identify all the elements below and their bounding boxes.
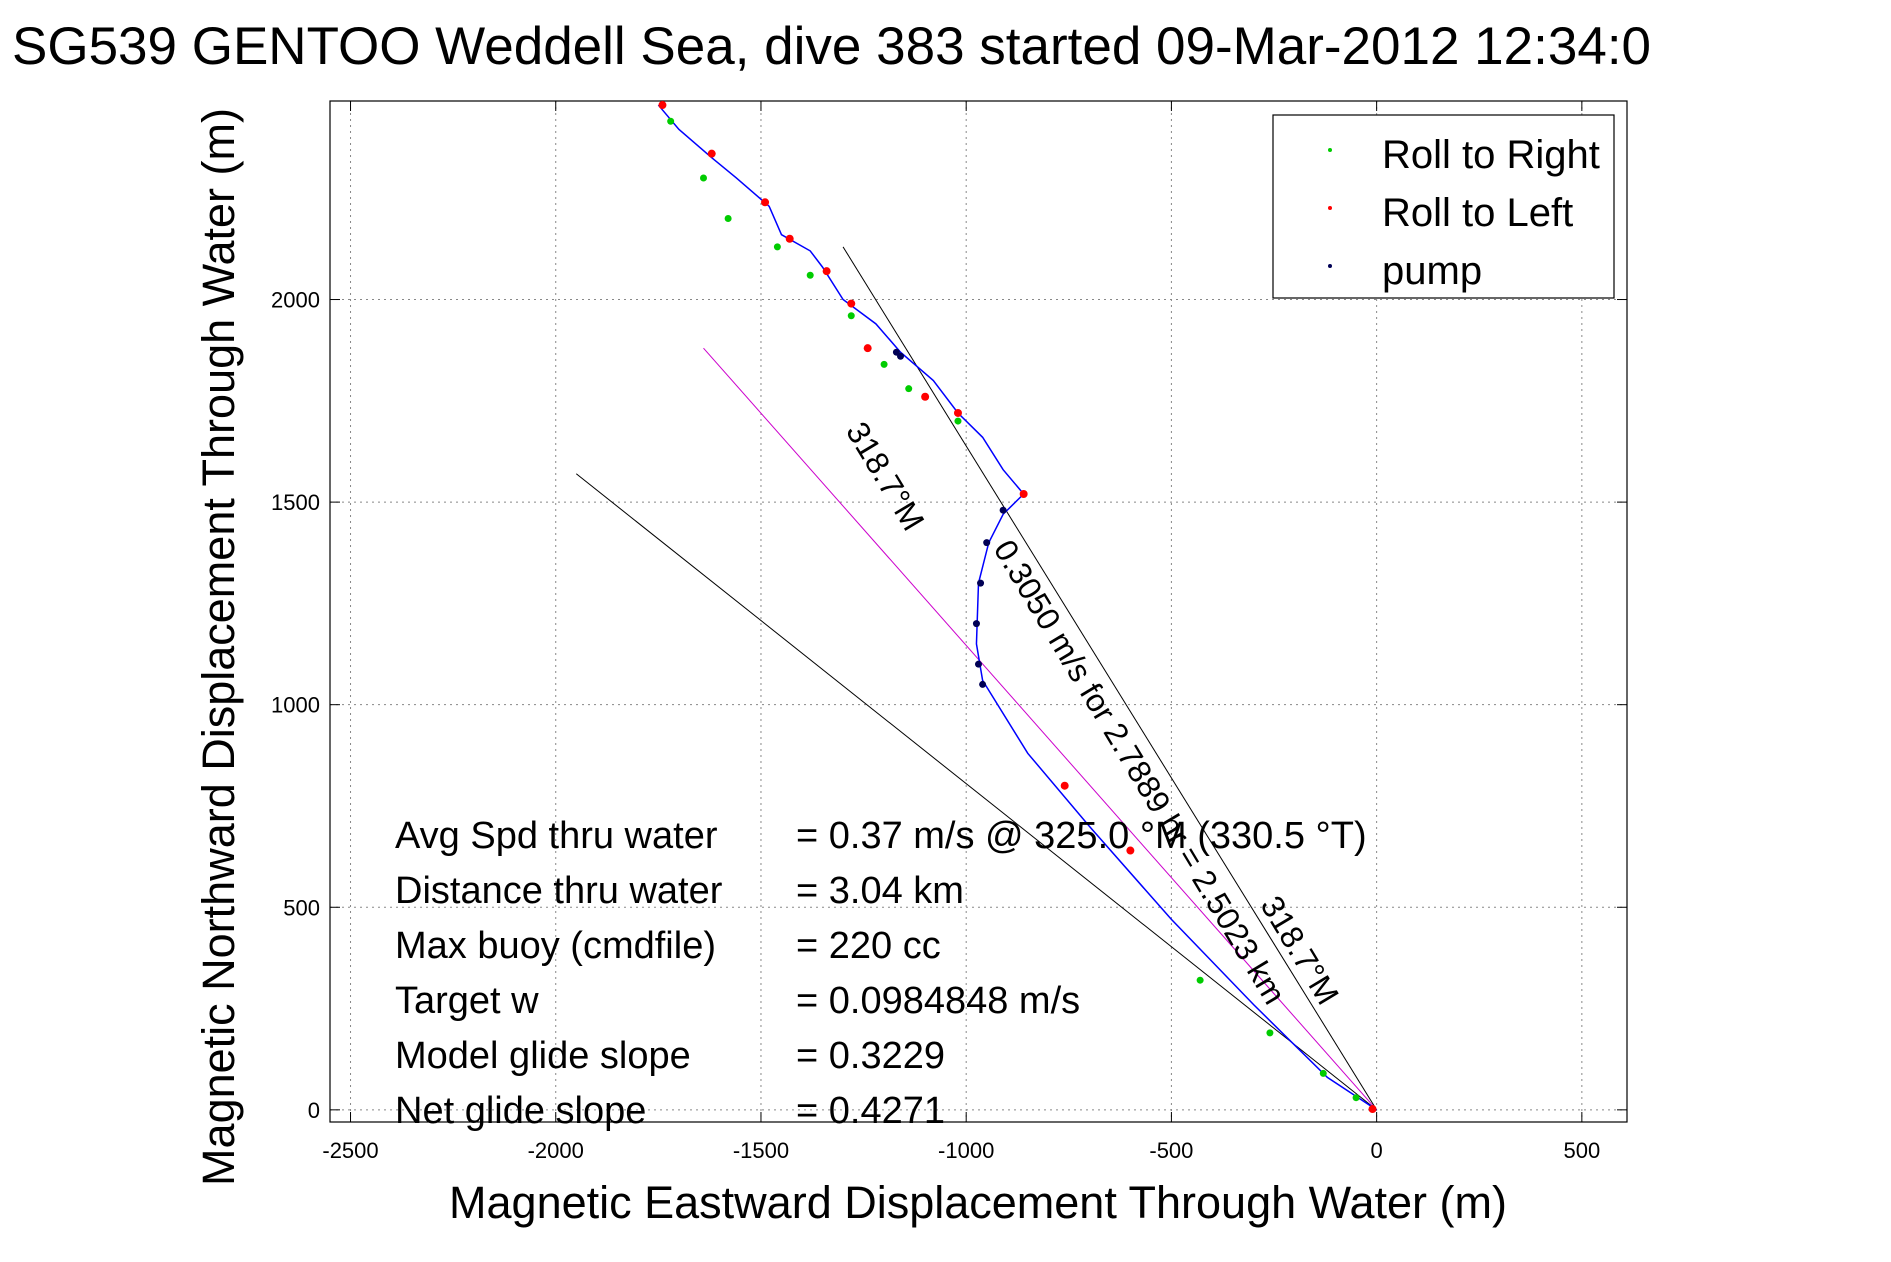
stat-label: Max buoy (cmdfile) xyxy=(395,925,716,967)
x-tick-label: 0 xyxy=(1371,1138,1383,1163)
roll-right-point xyxy=(724,214,732,222)
y-tick-label: 500 xyxy=(283,895,320,920)
legend-label-roll-right: Roll to Right xyxy=(1382,133,1600,177)
x-axis-label: Magnetic Eastward Displacement Through W… xyxy=(449,1177,1507,1228)
stat-label: Net glide slope xyxy=(395,1090,646,1132)
x-tick-label: -2000 xyxy=(528,1138,584,1163)
roll-left-point xyxy=(1126,846,1135,855)
pump-point xyxy=(983,539,991,547)
y-tick-label: 0 xyxy=(308,1098,320,1123)
y-axis-label: Magnetic Northward Displacement Through … xyxy=(193,108,244,1186)
pump-point xyxy=(999,506,1007,514)
roll-right-point xyxy=(1319,1069,1327,1077)
line-annotation: 0.3050 m/s for 2.7889 hr = 2.5023 km xyxy=(987,534,1293,1011)
roll-right-point xyxy=(1266,1029,1274,1037)
heading-line xyxy=(575,473,1377,1111)
roll-left-point xyxy=(847,299,856,308)
x-tick-label: -1500 xyxy=(733,1138,789,1163)
roll-left-point xyxy=(785,234,794,243)
roll-right-point xyxy=(954,417,962,425)
marker-points xyxy=(658,101,1377,1114)
reference-lines xyxy=(575,246,1378,1111)
pump-point xyxy=(972,620,980,628)
roll-left-point xyxy=(953,408,962,417)
chart-title: SG539 GENTOO Weddell Sea, dive 383 start… xyxy=(12,17,1651,76)
x-tick-label: -2500 xyxy=(322,1138,378,1163)
roll-right-point xyxy=(1196,976,1204,984)
stat-value: = 0.0984848 m/s xyxy=(796,980,1080,1022)
line-annotation: 318.7°M xyxy=(839,416,931,537)
x-tick-label: -500 xyxy=(1149,1138,1193,1163)
x-tick-label: 500 xyxy=(1563,1138,1600,1163)
roll-left-point xyxy=(1060,781,1069,790)
roll-right-point xyxy=(667,117,675,125)
pump-point xyxy=(977,579,985,587)
roll-left-point xyxy=(707,149,716,158)
roll-left-point xyxy=(921,392,930,401)
pump-point xyxy=(897,352,905,360)
roll-right-point xyxy=(1352,1094,1360,1102)
dive-track xyxy=(657,104,1378,1111)
pump-point xyxy=(979,680,987,688)
stat-value: = 0.3229 xyxy=(796,1035,945,1077)
pump-point xyxy=(975,660,982,668)
track-line xyxy=(657,104,1378,1111)
roll-left-point xyxy=(761,198,770,207)
axis-ticks: -2500 -2000 -1500 -1000 -500 0 500 0 500 1000 1500… xyxy=(271,101,1627,1163)
roll-right-point xyxy=(905,385,913,393)
stat-value: = 0.4271 xyxy=(796,1090,945,1132)
roll-right-point xyxy=(847,312,855,320)
roll-left-point xyxy=(1368,1105,1377,1114)
legend-marker-pump xyxy=(1328,264,1332,268)
line-annotations: 318.7°M 0.3050 m/s for 2.7889 hr = 2.5023… xyxy=(839,416,1346,1011)
legend-label-roll-left: Roll to Left xyxy=(1382,191,1573,235)
legend-marker-roll-right xyxy=(1328,148,1332,152)
grid xyxy=(330,101,1627,1122)
roll-right-point xyxy=(700,174,708,182)
legend-label-pump: pump xyxy=(1382,249,1482,293)
stat-label: Avg Spd thru water xyxy=(395,815,718,857)
stats-panel: Avg Spd thru water = 0.37 m/s @ 325.0 °M … xyxy=(395,815,1367,1132)
y-tick-label: 1500 xyxy=(271,490,320,515)
stat-label: Distance thru water xyxy=(395,870,723,912)
roll-right-point xyxy=(806,271,814,279)
legend-marker-roll-left xyxy=(1328,206,1332,210)
roll-left-point xyxy=(1019,490,1028,499)
y-tick-label: 1000 xyxy=(271,693,320,718)
roll-left-point xyxy=(863,344,872,353)
heading-line xyxy=(842,246,1378,1111)
legend: Roll to Right Roll to Left pump xyxy=(1272,114,1615,299)
y-tick-label: 2000 xyxy=(271,288,320,313)
stat-value: = 0.37 m/s @ 325.0 °M (330.5 °T) xyxy=(796,815,1367,857)
stat-value: = 220 cc xyxy=(796,925,941,967)
roll-right-point xyxy=(880,360,888,368)
stat-label: Target w xyxy=(395,980,539,1022)
current-line xyxy=(703,347,1378,1111)
roll-left-point xyxy=(822,267,831,276)
plot-area xyxy=(329,100,1628,1123)
stat-value: = 3.04 km xyxy=(796,870,964,912)
roll-left-point xyxy=(658,101,667,110)
x-tick-label: -1000 xyxy=(938,1138,994,1163)
roll-right-point xyxy=(773,243,781,251)
stat-label: Model glide slope xyxy=(395,1035,691,1077)
